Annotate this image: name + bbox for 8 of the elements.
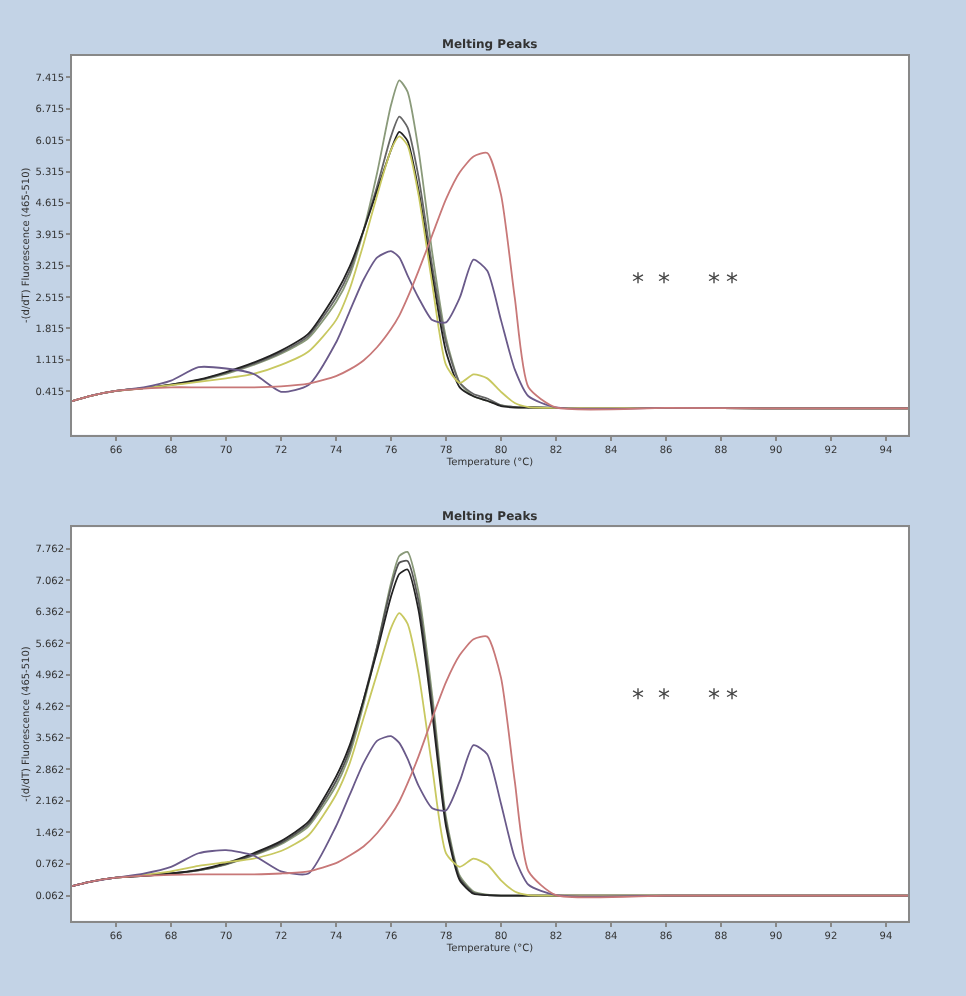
annotation: * xyxy=(658,268,670,296)
annotation: * xyxy=(726,684,738,712)
annotation: * xyxy=(658,684,670,712)
annotation: * xyxy=(708,268,720,296)
annotation: * xyxy=(708,684,720,712)
annotation: * xyxy=(726,268,738,296)
annotation: * xyxy=(632,268,644,296)
annotation: * xyxy=(632,684,644,712)
